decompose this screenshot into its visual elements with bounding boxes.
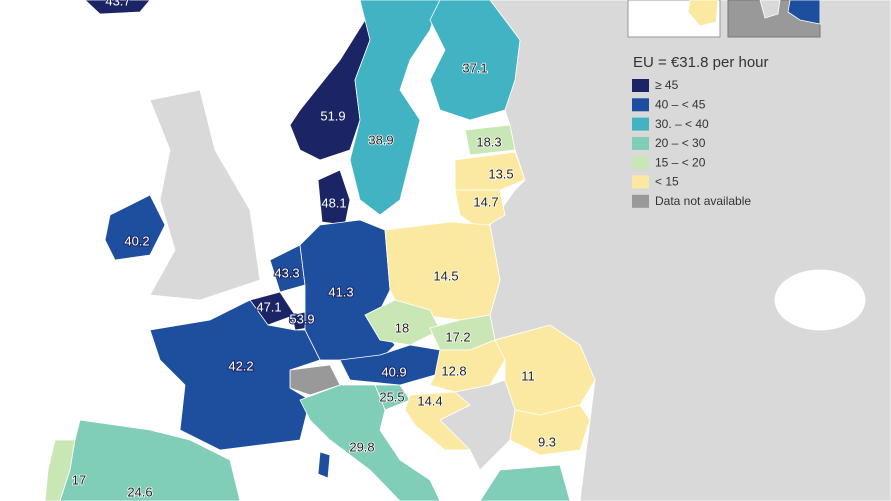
legend-swatch: [632, 175, 649, 189]
region: [429, 339, 506, 393]
legend-swatch: [632, 117, 649, 131]
corsica: [317, 451, 331, 479]
legend-title: EU = €31.8 per hour: [633, 54, 769, 71]
region-label: 18.3: [476, 134, 501, 149]
legend-swatch: [632, 194, 649, 208]
legend-label: 20 – < 30: [655, 136, 706, 150]
region-label: 47.1: [256, 299, 281, 314]
region: [59, 419, 241, 501]
region: [104, 194, 166, 261]
legend: EU = €31.8 per hour ≥ 45 40 – < 45 30. – <…: [632, 54, 769, 208]
legend-label: 40 – < 45: [655, 97, 706, 111]
greece: [479, 464, 571, 501]
region-label: 9.3: [538, 434, 556, 449]
black-sea: [774, 269, 866, 331]
region-label: 14.5: [433, 268, 458, 283]
region-label: 12.8: [441, 363, 466, 378]
region-label: 41.3: [328, 284, 353, 299]
region-label: 24.6: [127, 484, 152, 499]
inset-region: [787, 0, 821, 25]
region: [149, 299, 321, 451]
region: [509, 404, 591, 456]
region: [454, 189, 506, 231]
region-label: 14.7: [473, 194, 498, 209]
region-label: 17.2: [445, 329, 470, 344]
legend-label: ≥ 45: [655, 78, 679, 92]
region-label: 14.4: [417, 393, 442, 408]
legend-swatch: [632, 98, 649, 112]
legend-swatch: [632, 156, 649, 170]
legend-label: 30. – < 40: [655, 117, 709, 131]
region: [349, 0, 441, 216]
region-label: 11: [521, 368, 535, 383]
legend-label: < 15: [655, 175, 679, 189]
legend-swatch: [632, 136, 649, 150]
inset-region: [759, 0, 781, 19]
region-label: 38.9: [368, 132, 393, 147]
region-label: 51.9: [320, 108, 345, 123]
legend-label: 15 – < 20: [655, 155, 706, 169]
region: [404, 391, 471, 451]
region-label: 43.3: [274, 265, 299, 280]
region: [317, 169, 351, 226]
region-label: 17: [72, 472, 86, 487]
region: [464, 124, 516, 156]
region: [299, 384, 441, 501]
region-label: 29.8: [349, 439, 374, 454]
region-label: 42.2: [228, 358, 253, 373]
non-eu-land: [149, 89, 261, 301]
region-label: 43.7: [105, 0, 130, 8]
region: [454, 151, 526, 191]
region-label: 53.9: [289, 311, 314, 326]
legend-swatch: [632, 79, 649, 92]
region-label: 40.2: [124, 233, 149, 248]
region: [84, 0, 151, 15]
region-label: 40.9: [381, 364, 406, 379]
region-label: 18: [395, 320, 409, 335]
region-label: 13.5: [488, 166, 513, 181]
region-label: 48.1: [321, 195, 346, 210]
region: [429, 0, 521, 121]
legend-label: Data not available: [655, 194, 751, 208]
region-label: 37.1: [462, 60, 487, 75]
region-label: 25.5: [379, 389, 404, 404]
inset-region: [687, 0, 719, 27]
